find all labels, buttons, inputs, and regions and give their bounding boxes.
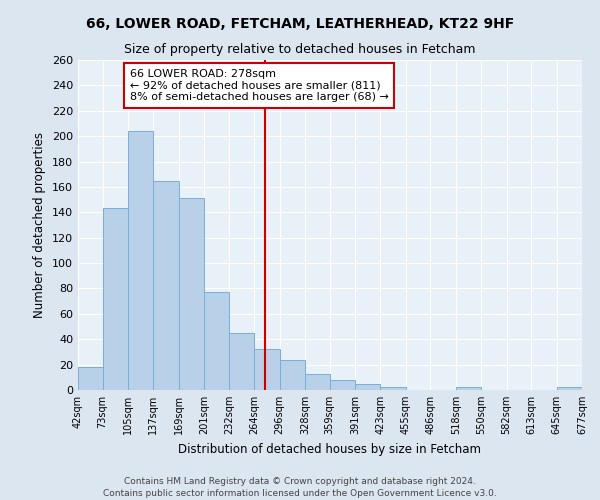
Text: Contains HM Land Registry data © Crown copyright and database right 2024.: Contains HM Land Registry data © Crown c… (124, 476, 476, 486)
Text: Size of property relative to detached houses in Fetcham: Size of property relative to detached ho… (124, 42, 476, 56)
Bar (254, 350, 280, 390)
Bar (154, 180, 179, 390)
Bar (78, 367, 103, 390)
Bar (128, 131, 154, 390)
Text: 66, LOWER ROAD, FETCHAM, LEATHERHEAD, KT22 9HF: 66, LOWER ROAD, FETCHAM, LEATHERHEAD, KT… (86, 18, 514, 32)
Bar (380, 388, 406, 390)
Bar (179, 198, 204, 390)
Bar (329, 380, 355, 390)
Text: 66 LOWER ROAD: 278sqm
← 92% of detached houses are smaller (811)
8% of semi-deta: 66 LOWER ROAD: 278sqm ← 92% of detached … (130, 69, 388, 102)
Bar (456, 388, 481, 390)
Bar (204, 292, 229, 390)
X-axis label: Distribution of detached houses by size in Fetcham: Distribution of detached houses by size … (179, 442, 482, 456)
Text: Contains public sector information licensed under the Open Government Licence v3: Contains public sector information licen… (103, 490, 497, 498)
Bar (229, 333, 254, 390)
Bar (557, 388, 582, 390)
Bar (355, 384, 380, 390)
Y-axis label: Number of detached properties: Number of detached properties (34, 132, 46, 318)
Bar (103, 208, 128, 390)
Bar (305, 374, 329, 390)
Bar (280, 360, 305, 390)
